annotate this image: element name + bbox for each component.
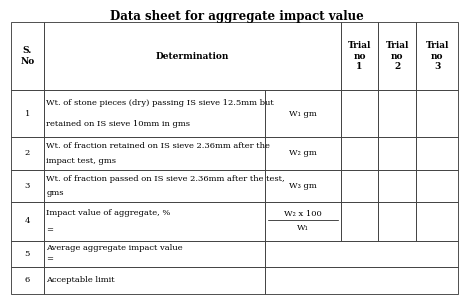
Text: gms: gms: [46, 189, 64, 197]
Bar: [44, 137, 265, 170]
Bar: [44, 170, 265, 202]
Bar: [11, 22, 44, 90]
Bar: [44, 240, 265, 267]
Bar: [341, 202, 378, 240]
Text: W₃ gm: W₃ gm: [289, 182, 317, 190]
Bar: [44, 202, 265, 240]
Text: Trial
no
1: Trial no 1: [348, 41, 371, 71]
Text: W₂ gm: W₂ gm: [289, 149, 317, 157]
Text: W₂ x 100: W₂ x 100: [284, 210, 322, 218]
Text: 3: 3: [25, 182, 30, 190]
Bar: [341, 137, 378, 170]
Bar: [378, 202, 416, 240]
Bar: [44, 22, 341, 90]
Text: Trial
no
2: Trial no 2: [385, 41, 409, 71]
Bar: [416, 137, 458, 170]
Text: Trial
no
3: Trial no 3: [426, 41, 449, 71]
Bar: [265, 202, 341, 240]
Bar: [265, 170, 341, 202]
Bar: [378, 22, 416, 90]
Text: 6: 6: [25, 276, 30, 284]
Bar: [11, 137, 44, 170]
Bar: [378, 170, 416, 202]
Bar: [416, 90, 458, 137]
Text: 2: 2: [25, 149, 30, 157]
Bar: [416, 22, 458, 90]
Bar: [265, 90, 341, 137]
Text: W₁ gm: W₁ gm: [289, 110, 317, 118]
Bar: [265, 240, 458, 267]
Text: 4: 4: [25, 217, 30, 225]
Text: =: =: [46, 256, 53, 264]
Bar: [265, 137, 341, 170]
Text: Data sheet for aggregate impact value: Data sheet for aggregate impact value: [110, 10, 364, 23]
Bar: [341, 170, 378, 202]
Bar: [341, 22, 378, 90]
Text: retained on IS sieve 10mm in gms: retained on IS sieve 10mm in gms: [46, 120, 190, 128]
Bar: [11, 202, 44, 240]
Text: Acceptable limit: Acceptable limit: [46, 276, 115, 284]
Text: =: =: [46, 226, 53, 234]
Bar: [44, 267, 265, 294]
Text: S.
No: S. No: [20, 46, 35, 66]
Text: Wt. of fraction passed on IS sieve 2.36mm after the test,: Wt. of fraction passed on IS sieve 2.36m…: [46, 175, 285, 183]
Bar: [341, 90, 378, 137]
Bar: [416, 202, 458, 240]
Text: 5: 5: [25, 250, 30, 258]
Bar: [11, 240, 44, 267]
Bar: [44, 90, 265, 137]
Text: 1: 1: [25, 110, 30, 118]
Text: Wt. of fraction retained on IS sieve 2.36mm after the: Wt. of fraction retained on IS sieve 2.3…: [46, 142, 270, 150]
Text: Impact value of aggregate, %: Impact value of aggregate, %: [46, 209, 171, 217]
Text: Average aggregate impact value: Average aggregate impact value: [46, 244, 183, 252]
Bar: [378, 90, 416, 137]
Text: Wt. of stone pieces (dry) passing IS sieve 12.5mm but: Wt. of stone pieces (dry) passing IS sie…: [46, 99, 274, 107]
Text: Determination: Determination: [155, 52, 229, 60]
Text: W₁: W₁: [297, 224, 309, 232]
Bar: [11, 267, 44, 294]
Bar: [265, 267, 458, 294]
Bar: [378, 137, 416, 170]
Bar: [11, 170, 44, 202]
Bar: [416, 170, 458, 202]
Bar: [11, 90, 44, 137]
Text: impact test, gms: impact test, gms: [46, 156, 116, 164]
